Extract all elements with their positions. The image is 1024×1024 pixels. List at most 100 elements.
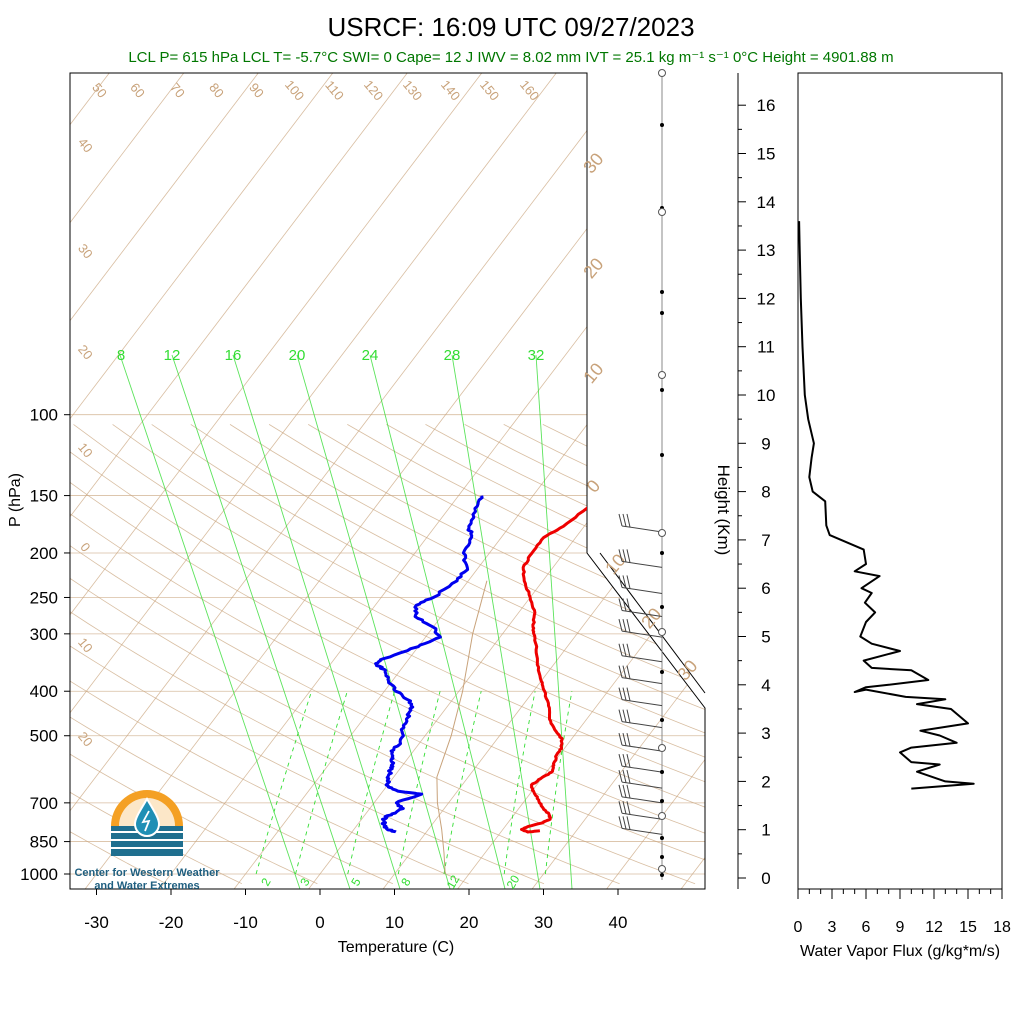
dry-adiabat-line: [70, 424, 705, 885]
isotherm-line: [70, 73, 483, 889]
wind-barb: [621, 560, 663, 568]
dry-adiabat-line: [70, 424, 705, 885]
skew-t-grid: [70, 73, 705, 889]
mixing-ratio-line: [295, 691, 348, 875]
skew-t-frame: [64, 72, 706, 895]
height-tick-label: 10: [757, 386, 776, 405]
calm-circle: [658, 371, 666, 379]
wind-barb-column: [618, 69, 666, 880]
level-dot: [660, 605, 664, 609]
wind-barb-flag: [626, 549, 631, 563]
wind-barb-flag: [618, 732, 623, 746]
calm-circle: [658, 865, 666, 873]
level-dot: [660, 873, 664, 877]
chart-subtitle: LCL P= 615 hPa LCL T= -5.7°C SWI= 0 Cape…: [128, 49, 893, 66]
wind-barb-flag: [626, 665, 631, 679]
height-tick-label: 5: [761, 628, 770, 647]
wind-barb-flag: [626, 687, 631, 701]
height-tick-label: 13: [757, 241, 776, 260]
x-tick-label: 40: [609, 913, 628, 932]
wind-barb-flag: [626, 769, 631, 784]
wind-barb-flag: [622, 513, 627, 527]
moist-guide-line: [451, 354, 541, 889]
freezing-line: [599, 552, 706, 694]
wind-barb-flag: [626, 619, 631, 633]
dry-adiabat-line: [70, 424, 696, 885]
x-tick-label: -30: [84, 913, 109, 932]
logo-text-line1: Center for Western Weather: [74, 867, 220, 879]
skew-y-axis-label: P (hPa): [7, 473, 24, 527]
skew-x-axis-label: Temperature (C): [338, 939, 454, 956]
isotherm-line: [70, 73, 632, 889]
dry-adiabat-line: [112, 424, 705, 885]
flux-frame: [797, 72, 1003, 890]
flux-panel: 0 3 6 9 12 15 18 Water Vapor Flux (g/kg*m/s) H…: [714, 72, 1011, 960]
moist-guide-line: [296, 354, 451, 889]
level-dot: [660, 311, 664, 315]
isotherm-line: [70, 73, 334, 889]
y-tick-label: 200: [30, 544, 58, 563]
wind-barb-flag: [626, 598, 631, 612]
isotherm-line: [531, 73, 705, 889]
wind-barb-flag: [626, 816, 631, 830]
flux-x-tick-label: 9: [896, 919, 905, 936]
wind-barb-flag: [622, 753, 627, 767]
wind-barb: [621, 677, 663, 685]
dry-adiabat-line: [70, 424, 167, 885]
wind-barb-flag: [618, 801, 623, 814]
mixing-ratio-label: 20: [504, 872, 523, 891]
wind-barb-flag: [622, 619, 627, 632]
level-dot: [660, 855, 664, 859]
y-tick-label: 700: [30, 794, 58, 813]
mixing-ratio-label: 28: [444, 347, 461, 364]
level-dot: [660, 799, 664, 803]
height-tick-label: 2: [761, 772, 770, 791]
flux-axes: 0 3 6 9 12 15 18: [794, 889, 1011, 936]
wind-barb-flag: [618, 753, 623, 767]
dry-adiabat-line: [73, 424, 705, 885]
height-tick-label: 14: [757, 193, 776, 212]
wind-barb-flag: [626, 753, 631, 768]
wind-barb-flag: [622, 549, 627, 563]
logo-text-line2: and Water Extremes: [94, 880, 199, 892]
x-tick-label: -10: [233, 913, 258, 932]
dry-adiabat-line: [70, 424, 705, 885]
isotherm-line: [70, 73, 185, 889]
height-tick-label: 4: [761, 676, 770, 695]
wind-barb-flag: [626, 575, 631, 589]
x-tick-label: -20: [159, 913, 184, 932]
wind-barb-flag: [626, 513, 631, 528]
dry-adiabat-line: [70, 424, 545, 885]
mixing-ratio-line: [347, 691, 395, 875]
skew-t-border: [69, 72, 706, 890]
mixing-ratio-line: [443, 691, 482, 875]
mixing-ratio-label: 16: [225, 347, 242, 364]
dry-adiabat-line: [70, 424, 469, 885]
flux-x-tick-label: 0: [794, 919, 803, 936]
wind-barb-flag: [626, 801, 631, 815]
skew-t-series: [374, 494, 605, 875]
wind-barb-flag: [618, 598, 623, 611]
wind-barb-flag: [626, 784, 631, 799]
mixing-ratio-label: 12: [164, 347, 181, 364]
height-tick-label: 9: [761, 434, 770, 453]
flux-x-tick-label: 12: [925, 919, 943, 936]
temperature-line: [520, 494, 605, 834]
isotherm-line: [70, 73, 557, 889]
moist-guide-line: [119, 354, 301, 889]
wind-barb-flag: [618, 643, 623, 656]
wind-barb-flag: [626, 709, 631, 723]
calm-circle: [658, 744, 666, 752]
wind-barb-flag: [622, 709, 627, 723]
wind-barb-flag: [622, 732, 627, 746]
flux-x-tick-label: 6: [862, 919, 871, 936]
mixing-ratio-line: [397, 691, 441, 875]
wind-barb-flag: [618, 687, 623, 700]
height-tick-label: 7: [761, 531, 770, 550]
dry-adiabat-line: [70, 424, 620, 885]
flux-x-tick-label: 15: [959, 919, 977, 936]
y-tick-label: 100: [30, 406, 58, 425]
